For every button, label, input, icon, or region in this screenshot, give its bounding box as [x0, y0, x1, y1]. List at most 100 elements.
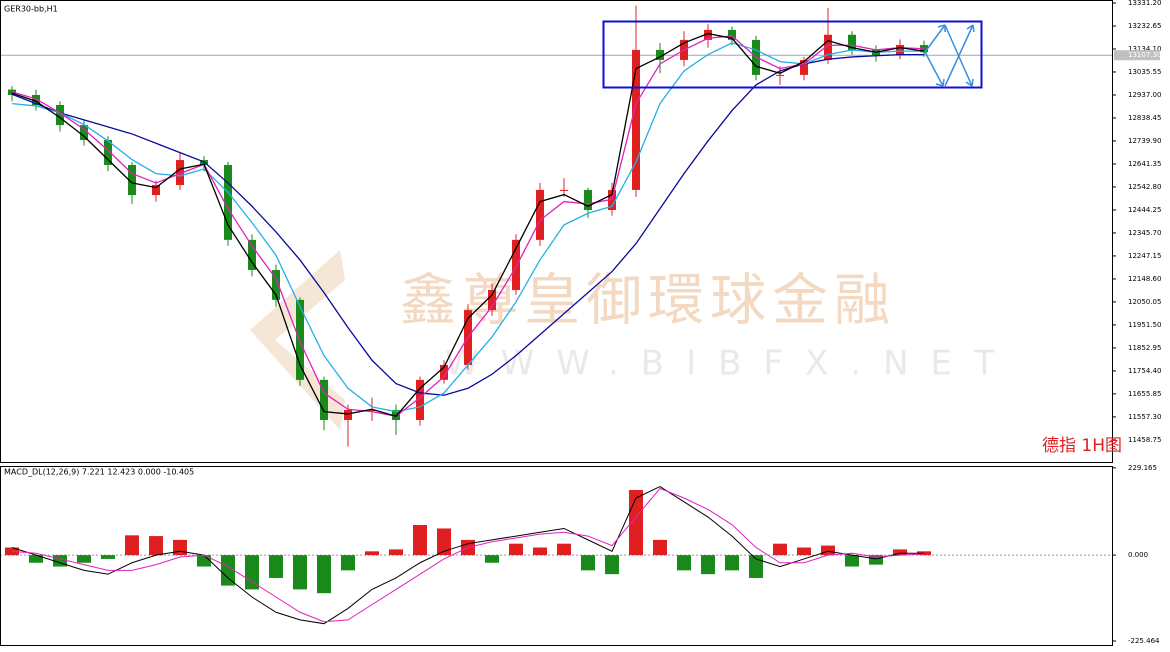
arrow — [924, 51, 945, 87]
candle-body — [272, 269, 280, 300]
candle-body — [704, 29, 712, 40]
histogram-bar — [101, 555, 115, 559]
watermark-url: WWW.BIBFX.NET — [445, 344, 1017, 384]
histogram-bar — [773, 543, 787, 556]
candle-body — [56, 105, 64, 126]
candle-body — [632, 49, 640, 190]
y-tick-label: 0.000 — [1128, 551, 1148, 559]
candle-body — [80, 125, 88, 140]
indicator-title: MACD_DL(12,26,9) 7.221 12.423 0.000 -10.… — [4, 468, 194, 477]
y-tick-label: 11458.75 — [1128, 436, 1161, 444]
macd-panel: 229.165 0.000 -225.464 — [0, 464, 1160, 645]
y-tick-label: 12739.90 — [1128, 137, 1161, 145]
macd-line — [11, 487, 925, 623]
y-tick-label: 12345.70 — [1128, 229, 1161, 237]
y-tick-label: 13035.55 — [1128, 68, 1161, 76]
histogram-bar — [557, 543, 571, 556]
histogram-bar — [389, 549, 403, 556]
histogram-bar — [893, 549, 907, 556]
histogram-bar — [749, 555, 763, 578]
chart-note: 德指 1H图 — [1042, 436, 1122, 456]
y-tick-label: 12641.35 — [1128, 160, 1161, 168]
arrow — [944, 24, 975, 87]
y-tick-label: 11557.30 — [1128, 413, 1161, 421]
price-frame — [0, 0, 1113, 463]
y-tick-label: 13331.20 — [1128, 0, 1161, 7]
histogram-bar — [821, 545, 835, 556]
histogram-bar — [341, 555, 355, 571]
candle-body — [512, 239, 520, 291]
y-tick-label: 13232.65 — [1128, 22, 1161, 30]
histogram-bar — [317, 555, 331, 594]
histogram-bar — [437, 528, 451, 556]
histogram-bar — [173, 539, 187, 556]
candle-body — [536, 189, 544, 240]
y-tick-label: 11951.50 — [1128, 321, 1161, 329]
candle-body — [248, 239, 256, 270]
histogram-bar — [365, 551, 379, 556]
histogram-bar — [701, 555, 715, 575]
y-tick-label: 12542.80 — [1128, 183, 1161, 191]
candle-body — [344, 409, 352, 420]
histogram-bar — [509, 543, 523, 556]
y-tick-label: 11754.40 — [1128, 367, 1161, 375]
moving-average — [11, 32, 925, 418]
histogram-bar — [869, 555, 883, 565]
candle-body — [152, 185, 160, 196]
y-tick-label: 12444.25 — [1128, 206, 1161, 214]
histogram-bar — [653, 539, 667, 556]
range-box — [602, 20, 983, 89]
y-tick-label: 11655.85 — [1128, 390, 1161, 398]
candle-body — [32, 94, 40, 105]
candle-body — [440, 364, 448, 380]
histogram-bar — [293, 555, 307, 590]
candle-body — [320, 379, 328, 420]
candle-body — [560, 189, 568, 191]
histogram-bar — [725, 555, 739, 571]
histogram-bar — [77, 555, 91, 563]
y-tick-label: 12838.45 — [1128, 114, 1161, 122]
candle-body — [896, 45, 904, 56]
histogram-bar — [845, 555, 859, 567]
candle-body — [176, 160, 184, 186]
candle-body — [848, 34, 856, 50]
moving-average — [11, 42, 924, 413]
histogram-bar — [149, 536, 163, 556]
candle-body — [776, 74, 784, 76]
histogram-bar — [53, 555, 67, 567]
scenario-arrows — [924, 24, 975, 87]
histogram-bar — [221, 555, 235, 586]
candle-body — [368, 409, 376, 411]
candle-body — [800, 59, 808, 75]
candle-body — [416, 379, 424, 420]
macd-frame — [0, 466, 1113, 646]
y-tick-label: 12050.05 — [1128, 298, 1161, 306]
histogram-bar — [125, 535, 139, 556]
candle-body — [656, 49, 664, 60]
symbol-title: GER30-bb,H1 — [4, 5, 58, 14]
moving-average — [11, 53, 924, 396]
histogram-bar — [413, 525, 427, 556]
histogram-bar — [485, 555, 499, 563]
y-tick-label: 12937.00 — [1128, 91, 1161, 99]
candle-body — [392, 409, 400, 420]
macd-line — [11, 485, 924, 625]
histogram-bar — [269, 555, 283, 578]
histogram-bar — [677, 555, 691, 571]
last-price-box — [1114, 50, 1160, 61]
histogram-bar — [245, 555, 259, 590]
candle-body — [104, 140, 112, 165]
candle-body — [488, 290, 496, 311]
y-tick-label: 229.165 — [1128, 464, 1157, 472]
y-tick-label: -225.464 — [1128, 637, 1160, 645]
y-tick-label: 13134.10 — [1128, 45, 1161, 53]
candle-body — [584, 189, 592, 210]
watermark-title: 鑫尊皇御環球金融 — [400, 269, 896, 334]
last-price-label: 13107.30 — [1128, 51, 1161, 59]
histogram-bar — [533, 547, 547, 556]
candle-body — [608, 189, 616, 210]
histogram-bar — [581, 555, 595, 571]
candle-body — [224, 164, 232, 240]
